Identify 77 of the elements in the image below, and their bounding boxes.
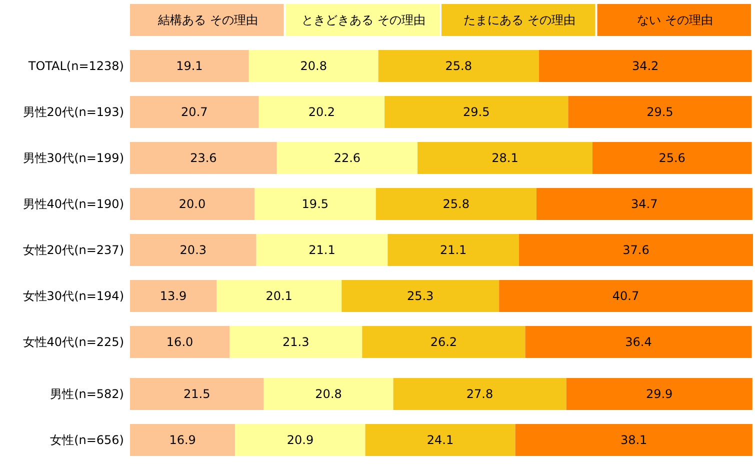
bar	[254, 188, 376, 220]
data-label: 21.1	[308, 243, 336, 257]
bar	[130, 188, 254, 220]
y-tick-label: 男性40代(n=190)	[22, 197, 124, 211]
data-label: 28.1	[492, 151, 518, 165]
bar	[216, 280, 342, 312]
data-label: 34.2	[632, 59, 659, 73]
bar	[518, 234, 753, 266]
bar	[130, 50, 249, 82]
series-label: ときどきある その理由	[302, 13, 426, 27]
data-label: 29.5	[462, 105, 490, 119]
bar	[592, 142, 752, 174]
bar	[384, 96, 568, 128]
data-label: 20.9	[286, 433, 314, 447]
series-label: たまにある その理由	[463, 13, 576, 27]
data-label: 24.1	[426, 433, 454, 447]
data-label: 38.1	[620, 433, 648, 447]
bar	[130, 326, 230, 358]
data-label: 20.8	[315, 387, 342, 401]
y-tick-label: 男性20代(n=193)	[22, 105, 124, 119]
bar	[388, 234, 519, 266]
data-label: 25.8	[442, 197, 470, 211]
data-label: 29.5	[646, 105, 674, 119]
data-label: 26.2	[430, 335, 458, 349]
y-tick-label: 男性30代(n=199)	[22, 151, 124, 165]
bar	[342, 280, 500, 312]
bar	[362, 326, 526, 358]
bar	[130, 96, 259, 128]
data-label: 36.4	[625, 335, 652, 349]
data-label: 34.7	[631, 197, 658, 211]
series-label: 結構ある その理由	[156, 13, 258, 27]
data-label: 29.9	[646, 387, 673, 401]
bar	[248, 50, 378, 82]
data-label: 21.3	[282, 335, 310, 349]
data-label: 25.8	[445, 59, 472, 73]
data-label: 21.1	[440, 243, 467, 257]
data-label: 16.9	[169, 433, 196, 447]
bar	[536, 188, 752, 220]
data-label: 23.6	[190, 151, 217, 165]
data-label: 40.7	[612, 289, 640, 303]
bar	[276, 142, 418, 174]
bar	[130, 234, 256, 266]
data-label: 20.0	[178, 197, 206, 211]
data-label: 27.8	[466, 387, 494, 401]
data-label: 16.0	[166, 335, 194, 349]
bar	[499, 280, 752, 312]
data-label: 25.6	[658, 151, 686, 165]
bar	[230, 326, 362, 358]
bar	[256, 234, 388, 266]
data-label: 20.2	[308, 105, 336, 119]
bar	[130, 280, 217, 312]
data-label: 22.6	[334, 151, 361, 165]
bar	[418, 142, 592, 174]
y-tick-label: 男性(n=582)	[50, 387, 124, 401]
data-label: 25.3	[406, 289, 434, 303]
data-label: 13.9	[160, 289, 187, 303]
y-tick-label: 女性20代(n=237)	[22, 243, 124, 257]
bar	[376, 188, 536, 220]
data-label: 37.6	[622, 243, 650, 257]
series-label: ない その理由	[637, 13, 714, 27]
data-label: 20.8	[300, 59, 327, 73]
data-label: 19.5	[302, 197, 329, 211]
y-tick-label: 女性30代(n=194)	[22, 289, 124, 303]
bar	[525, 326, 752, 358]
data-label: 20.3	[180, 243, 207, 257]
bar	[568, 96, 752, 128]
y-tick-label: 女性40代(n=225)	[22, 335, 124, 349]
y-tick-label: TOTAL(n=1238)	[27, 59, 124, 73]
data-label: 20.7	[181, 105, 208, 119]
bar	[378, 50, 539, 82]
bar	[130, 142, 277, 174]
bar	[538, 50, 752, 82]
y-tick-label: 女性(n=656)	[50, 433, 124, 447]
data-label: 19.1	[176, 59, 203, 73]
bar	[258, 96, 385, 128]
data-label: 21.5	[184, 387, 210, 401]
data-label: 20.1	[266, 289, 292, 303]
